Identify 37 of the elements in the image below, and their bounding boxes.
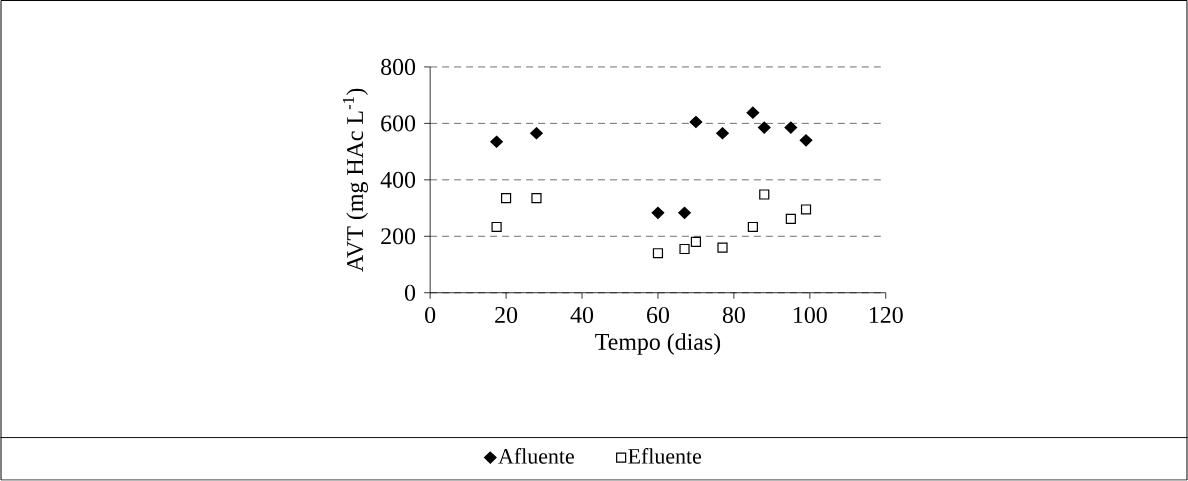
point [746,106,760,119]
point [651,206,665,220]
point [531,193,542,204]
point [716,127,729,140]
point [757,121,771,134]
point [490,135,503,149]
x-tick-label: 100 [794,307,827,324]
point [530,127,543,140]
y-tick-label: 800 [381,59,416,76]
x-axis-title: Tempo (dias) [595,333,721,356]
point [747,222,758,233]
x-tick-label: 60 [647,307,669,324]
x-tick-label: 40 [570,307,594,324]
point [500,193,512,204]
legend-label: Afluente [498,448,574,464]
x-tick-label: 120 [869,307,903,324]
x-tick-label: 80 [722,307,745,324]
point [491,222,502,233]
point [690,237,702,248]
point [759,189,770,200]
point [652,248,664,259]
point [717,242,728,253]
point [679,244,690,255]
legend-label: Efluente [628,448,702,464]
point [800,204,812,215]
point [784,121,798,134]
y-tick-label: 400 [380,171,416,189]
y-axis-title: AVT (mg HAc L$^{-1}$) [342,88,369,273]
x-tick-label: 0 [425,307,436,324]
point [678,206,691,220]
y-tick-label: 0 [404,284,416,301]
x-tick-label: 20 [495,307,518,324]
point [799,134,813,147]
y-tick-label: 600 [381,115,416,132]
point [689,116,703,129]
y-tick-label: 200 [381,228,416,245]
point [785,213,796,225]
